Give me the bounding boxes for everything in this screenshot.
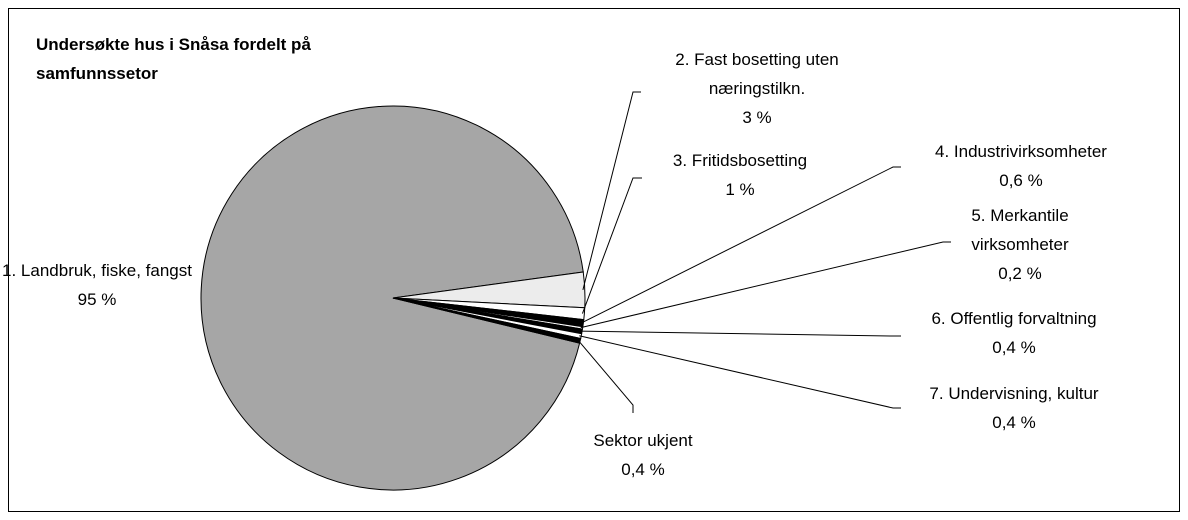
leader-line xyxy=(581,177,642,314)
slice-label: 6. Offentlig forvaltning xyxy=(931,309,1097,328)
leader-line xyxy=(579,335,901,409)
slice-label: 7. Undervisning, kultur xyxy=(929,384,1099,403)
leader-line xyxy=(582,91,641,291)
chart-border xyxy=(8,8,1180,512)
slice-value-label: 0,6 % xyxy=(999,171,1043,190)
chart-title: Undersøkte hus i Snåsa fordelt på samfun… xyxy=(36,35,311,83)
slice-label: 1. Landbruk, fiske, fangst xyxy=(2,261,192,280)
leader-line xyxy=(581,166,901,324)
pie-slice xyxy=(200,105,584,491)
slice-label: 3. Fritidsbosetting xyxy=(672,151,808,170)
slice-value-label: 1 % xyxy=(725,180,755,199)
slice-value-label: 0,4 % xyxy=(992,413,1036,432)
leader-line xyxy=(580,241,951,329)
slice-value-label: 0,2 % xyxy=(998,264,1042,283)
leader-line xyxy=(577,340,634,413)
slice-label: Sektor ukjent xyxy=(593,431,693,450)
slice-label: 2. Fast bosetting uten næringstilkn. xyxy=(675,50,839,98)
slice-value-label: 3 % xyxy=(742,108,772,127)
slice-label: 5. Merkantile virksomheter xyxy=(971,206,1069,254)
slice-label: 4. Industrivirksomheter xyxy=(935,142,1107,161)
slice-value-label: 0,4 % xyxy=(621,460,665,479)
pie-slice xyxy=(392,297,582,344)
slice-value-label: 95 % xyxy=(77,290,117,309)
slice-value-label: 0,4 % xyxy=(992,338,1036,357)
leader-line xyxy=(580,330,901,337)
